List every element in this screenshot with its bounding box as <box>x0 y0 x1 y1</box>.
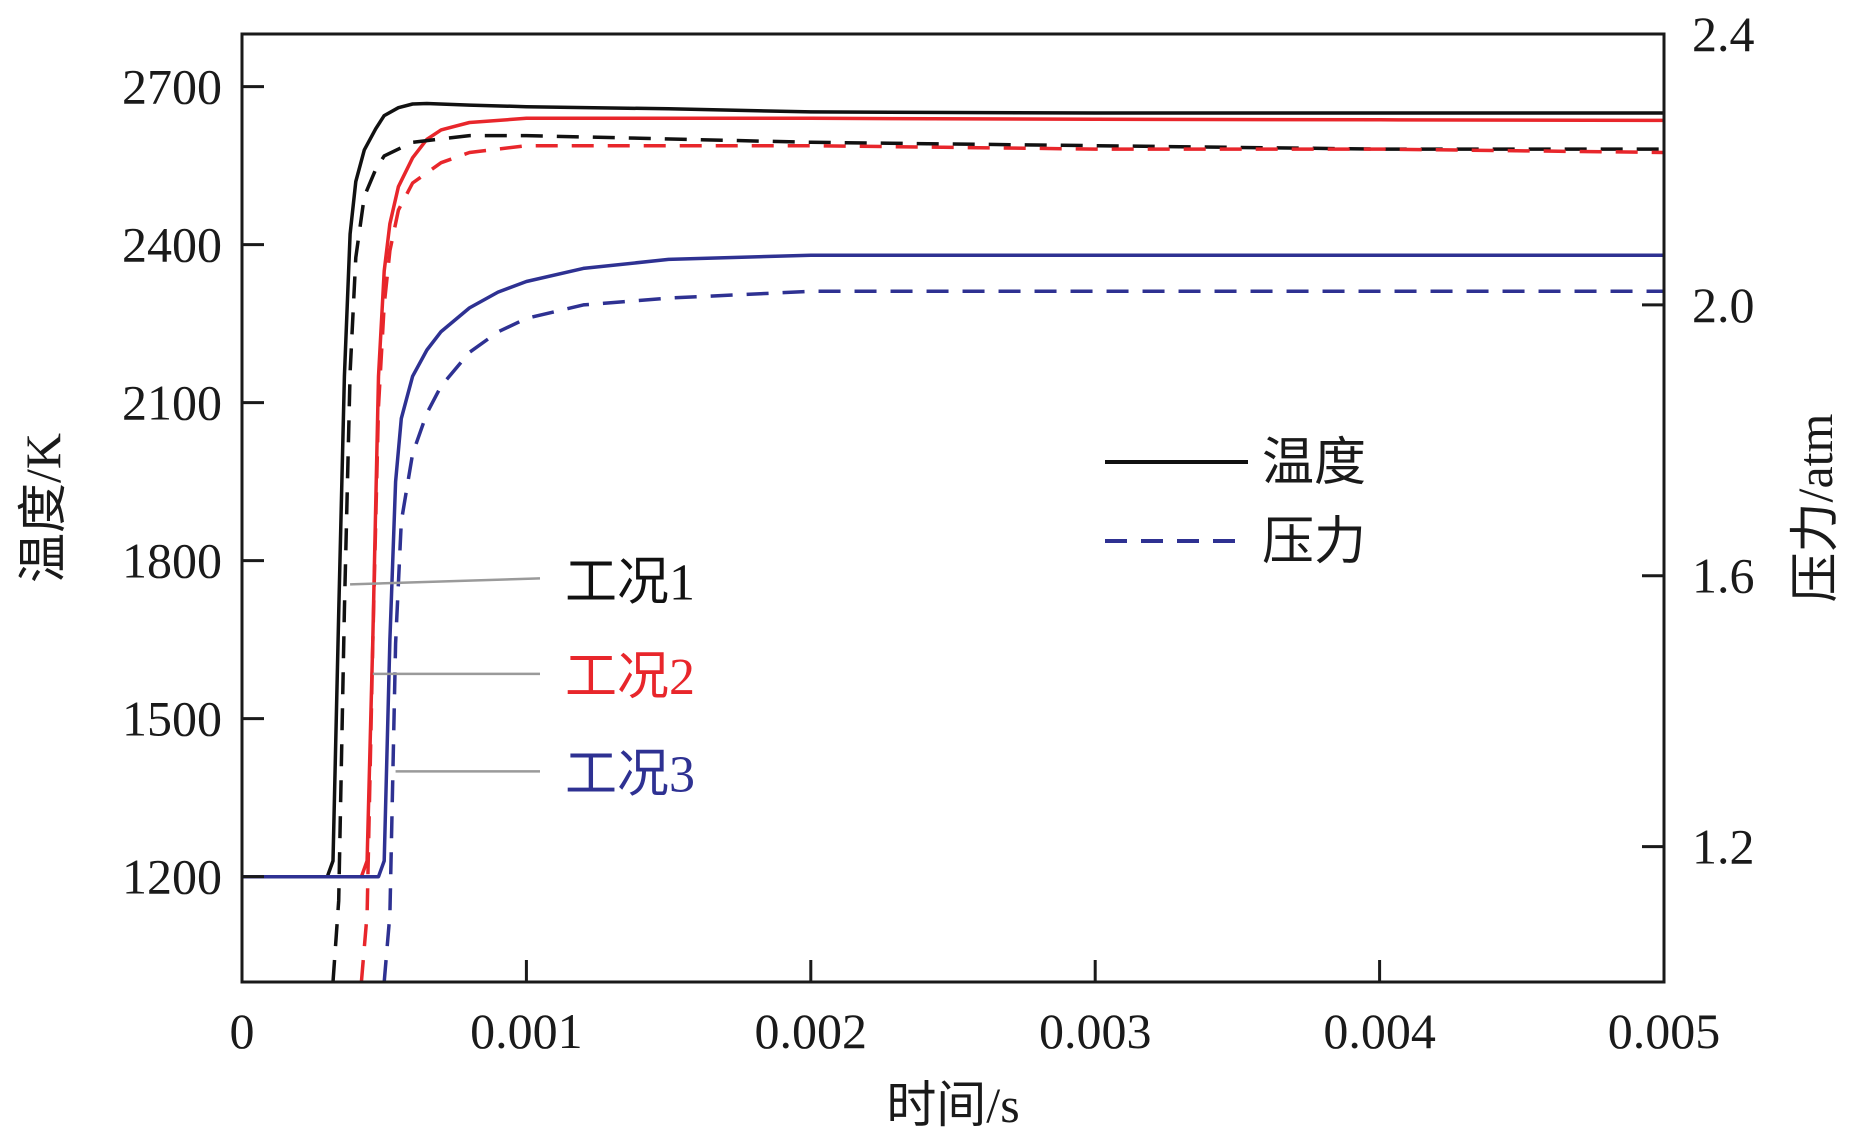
y-left-tick-label: 1800 <box>122 533 222 589</box>
series-line-5 <box>359 143 1665 983</box>
series-line-6 <box>382 289 1664 983</box>
y-left-tick-label: 2700 <box>122 59 222 115</box>
y-left-tick-label: 1500 <box>122 691 222 747</box>
ticks-layer: 0 0.001 0.002 0.003 0.004 0.005 1200 1500 1800 21… <box>122 6 1755 1059</box>
case-label-2: 工况2 <box>565 649 695 706</box>
x-axis-title: 时间/s <box>886 1077 1019 1133</box>
y-left-axis-title: 温度/K <box>15 433 71 583</box>
x-tick-label: 0.004 <box>1323 1003 1436 1059</box>
case-label-3: 工况3 <box>565 746 695 803</box>
series-line-1 <box>242 101 1664 879</box>
series-line-2 <box>242 116 1665 879</box>
x-tick-label: 0 <box>230 1003 255 1059</box>
case-label-1: 工况1 <box>565 554 695 611</box>
x-tick-label: 0.005 <box>1608 1003 1721 1059</box>
series-line-4 <box>331 133 1664 983</box>
y-right-tick-label: 2.0 <box>1692 277 1755 333</box>
y-right-tick-label: 1.6 <box>1692 548 1755 604</box>
y-left-tick-label: 2100 <box>122 375 222 431</box>
x-tick-label: 0.003 <box>1039 1003 1152 1059</box>
plot-frame <box>240 32 1666 984</box>
legend: 温度 压力 <box>1105 435 1366 571</box>
x-tick-label: 0.001 <box>470 1003 583 1059</box>
y-right-tick-label: 1.2 <box>1692 819 1755 875</box>
x-tick-label: 0.002 <box>755 1003 868 1059</box>
case-leader-line <box>350 577 541 586</box>
y-left-tick-label: 2400 <box>122 217 222 273</box>
legend-label-temperature: 温度 <box>1262 435 1366 492</box>
annotation-layer: 工况1 工况2 工况3 <box>350 554 695 803</box>
series-line-3 <box>242 253 1664 879</box>
y-left-tick-label: 1200 <box>122 849 222 905</box>
series-layer <box>242 101 1665 983</box>
legend-label-pressure: 压力 <box>1262 514 1366 571</box>
y-right-tick-label: 2.4 <box>1692 6 1755 62</box>
y-right-axis-title: 压力/atm <box>1787 413 1843 602</box>
